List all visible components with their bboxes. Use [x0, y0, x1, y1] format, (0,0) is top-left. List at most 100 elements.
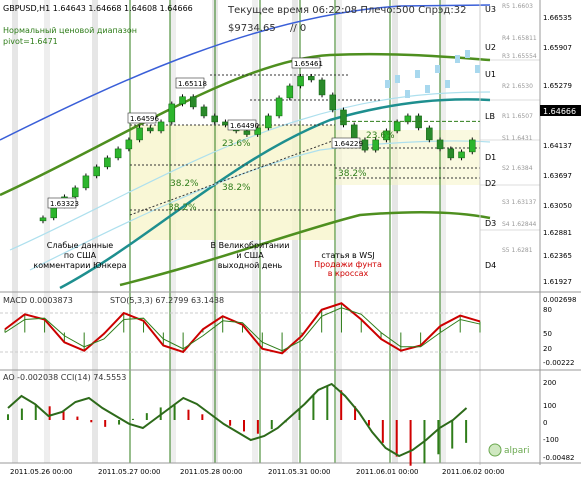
candle-body [189, 96, 197, 108]
stoch-label: MACD 0.0003873 [3, 296, 73, 305]
candle-body [436, 139, 444, 150]
candle-body [93, 166, 100, 177]
candles [39, 73, 480, 224]
price-label-box [331, 137, 361, 149]
projection-bar [395, 75, 400, 83]
ao-axis-label: 0 [543, 419, 547, 427]
price-label: 1.65461 [294, 60, 323, 68]
candle-body [254, 127, 261, 135]
stoch-axis-label: 50 [543, 330, 552, 338]
stoch-axis-label: 0.002698 [543, 296, 576, 304]
price-label: 1.64596 [130, 115, 159, 123]
candle-body [415, 115, 422, 129]
level-tags: U3 U2 U1 LB D1 D2 D3 D4 R5 1.6603 R4 1.65811 R3 1.… [485, 3, 537, 270]
projection-bar [415, 70, 420, 78]
candle-body [329, 94, 337, 111]
fib-label: 38.2% [168, 203, 197, 213]
candle-body [340, 109, 347, 126]
pivot-level-tag: R5 1.6603 [502, 3, 533, 10]
annotation-uk-2: и США [236, 251, 264, 260]
alpari-logo: alpari [488, 443, 529, 457]
candle-body [82, 175, 90, 189]
projection-bar [465, 50, 470, 58]
candle-body [308, 76, 315, 81]
candle-body [71, 187, 79, 198]
candle-body [168, 103, 176, 123]
ao-axis-label: -100 [543, 436, 559, 444]
candle-body [318, 79, 326, 96]
pivot-level-tag: S2 1.6384 [502, 165, 533, 172]
candle-body [404, 115, 412, 123]
fib-label: 23.6% [222, 139, 251, 149]
price-axis-label: 1.66535 [543, 14, 572, 22]
time-band [12, 0, 18, 463]
candle-body [39, 217, 47, 222]
price-label: 1.65118 [178, 80, 207, 88]
stoch-line-main [4, 302, 481, 355]
price-axis-label: 1.65279 [543, 82, 572, 90]
pivot-level-tag: S1 1.6431 [502, 135, 533, 142]
time-band [392, 0, 398, 463]
pivot-level-tag: R3 1.65554 [502, 53, 537, 60]
level-tag: D2 [485, 179, 496, 188]
time-axis-label: 2011.05.26 00:00 [10, 468, 72, 476]
stoch-axis-label: -0.00222 [543, 359, 574, 367]
fib-label: 23.6% [366, 131, 395, 141]
time-axis-label: 2011.05.28 00:00 [180, 468, 242, 476]
normal-range-label: Нормальный ценовой диапазон [3, 26, 137, 35]
level-tag: LB [485, 112, 495, 121]
candle-body [372, 139, 379, 151]
candle-body [447, 148, 455, 159]
candle-body [222, 121, 229, 126]
blue-upper-line [0, 4, 491, 141]
stoch-label-2: STO(5,3,3) 67.2799 63.1438 [110, 296, 224, 305]
pivot-level-tag: R2 1.6530 [502, 83, 533, 90]
channel-lower [119, 210, 491, 287]
projection-bar [425, 85, 430, 93]
time-band [92, 0, 98, 463]
candle-body [297, 76, 304, 87]
price-axis: 1.66535 1.65907 1.65279 1.64137 1.63697 1.630… [543, 14, 572, 286]
time-axis: 2011.05.26 00:00 2011.05.27 00:00 2011.05.… [10, 468, 504, 476]
cci-line [7, 382, 468, 458]
level-tag: U2 [485, 43, 496, 52]
annotation-uk-1: В Великобритании [211, 241, 290, 250]
pivot-level-tag: R1 1.6507 [502, 113, 533, 120]
price-label-box [227, 119, 257, 131]
time-axis-label: 2011.05.27 00:00 [98, 468, 160, 476]
brand-text: alpari [504, 446, 529, 456]
candle-body [200, 106, 208, 117]
level-tag: D4 [485, 261, 496, 270]
projection-bar [435, 65, 440, 73]
price-label-box [47, 197, 77, 209]
annotation-wsj: статья в WSJ [321, 251, 374, 260]
price-label: 1.64229 [334, 140, 363, 148]
candle-body [114, 148, 122, 159]
stoch-panel [0, 302, 481, 355]
fib-label: 38.2% [170, 179, 199, 189]
time-axis-label: 2011.06.02 00:00 [442, 468, 504, 476]
price-labels: 1.63323 1.64596 1.65118 1.65461 1.64490 1.642… [47, 57, 363, 209]
pivot-level-tag: R4 1.65811 [502, 35, 537, 42]
stoch-axis-label: 20 [543, 345, 552, 353]
projection-bar [385, 80, 390, 88]
level-tag: D1 [485, 153, 496, 162]
candle-body [393, 121, 401, 132]
price-axis-label: 1.65907 [543, 44, 572, 52]
annotation-usa-2: по США [64, 251, 97, 260]
candle-body [179, 96, 186, 105]
time-band [44, 0, 50, 463]
ao-axis-label: -0.00482 [543, 454, 574, 462]
projection-bar [405, 90, 410, 98]
price-axis-label: 1.61927 [543, 278, 572, 286]
candle-body [275, 97, 283, 117]
candle-body [383, 130, 390, 141]
candle-body [125, 139, 133, 150]
level-tag: U1 [485, 70, 496, 79]
current-price-box [540, 105, 581, 116]
candle-body [350, 124, 358, 141]
candle-body [286, 85, 294, 99]
candle-body [361, 139, 369, 151]
projection-bar [475, 65, 480, 73]
annotation-uk-3: выходной день [218, 261, 283, 270]
